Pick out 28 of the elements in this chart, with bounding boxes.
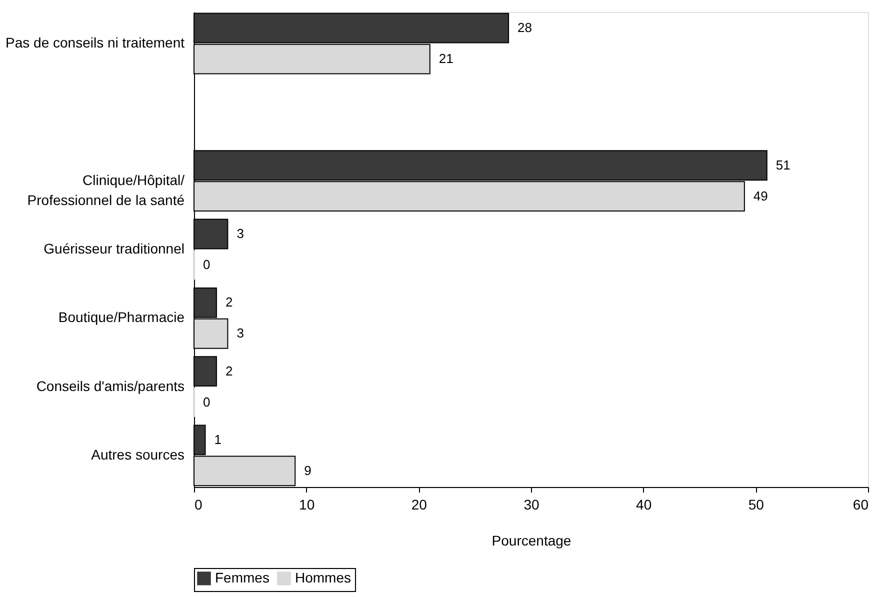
- x-tick-label: 10: [299, 496, 315, 512]
- data-label: 3: [236, 326, 244, 341]
- y-tick-label: Clinique/Hôpital/ Professionnel de la santé: [27, 172, 185, 208]
- x-tick-label: 50: [748, 496, 764, 512]
- x-tick-label: 0: [194, 496, 202, 512]
- data-label: 2: [225, 294, 233, 310]
- legend-label: Femmes: [215, 569, 270, 586]
- y-tick-label: Autres sources: [91, 446, 184, 462]
- x-tick-label: 20: [411, 496, 428, 512]
- y-tick-label: Conseils d'amis/parents: [36, 378, 184, 394]
- data-label: 3: [236, 226, 244, 242]
- y-tick-label: Pas de conseils ni traitement: [6, 34, 185, 51]
- data-label: 21: [438, 51, 454, 66]
- x-axis-title: Pourcentage: [492, 532, 572, 548]
- data-label: 0: [203, 394, 210, 410]
- data-label: 0: [203, 256, 210, 272]
- data-label: 51: [776, 157, 790, 172]
- x-tick-label: 60: [852, 496, 869, 512]
- legend-label: Hommes: [295, 569, 352, 586]
- data-label: 1: [214, 432, 222, 447]
- data-label: 2: [225, 363, 233, 378]
- data-label: 9: [304, 462, 312, 478]
- x-tick-label: 30: [524, 496, 540, 512]
- y-tick-label: Boutique/Pharmacie: [58, 309, 185, 326]
- data-label: 49: [753, 188, 768, 204]
- x-tick-label: 40: [636, 496, 652, 512]
- y-tick-label: Guérisseur traditionnel: [44, 240, 184, 256]
- data-label: 28: [518, 20, 532, 36]
